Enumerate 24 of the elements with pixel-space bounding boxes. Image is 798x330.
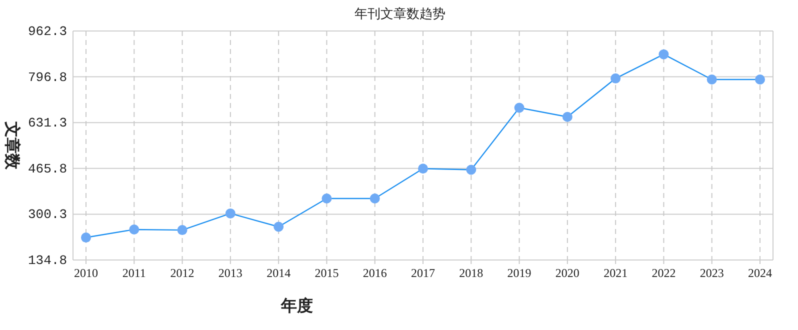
x-tick-label: 2013 (218, 266, 242, 280)
y-tick-label: 465.8 (28, 161, 67, 176)
x-tick-label: 2017 (411, 266, 435, 280)
x-tick-label: 2018 (459, 266, 484, 280)
x-axis-title: 年度 (280, 296, 313, 315)
y-tick-label: 134.8 (28, 253, 67, 268)
x-tick-label: 2024 (748, 266, 772, 280)
y-tick-label: 300.3 (28, 207, 67, 222)
y-tick-label: 796.8 (28, 70, 67, 85)
x-tick-label: 2016 (362, 266, 387, 280)
x-tick-label: 2020 (555, 266, 580, 280)
chart-title: 年刊文章数趋势 (354, 6, 446, 21)
x-tick-label: 2021 (604, 266, 628, 280)
x-tick-label: 2015 (314, 266, 339, 280)
x-tick-label: 2011 (122, 266, 146, 280)
y-tick-label: 631.3 (28, 116, 67, 131)
y-axis-title: 文章数 (3, 120, 21, 170)
x-tick-label: 2012 (170, 266, 194, 280)
x-tick-label: 2022 (652, 266, 676, 280)
x-tick-label: 2019 (507, 266, 532, 280)
y-tick-label: 962.3 (28, 24, 67, 39)
x-tick-label: 2023 (700, 266, 724, 280)
x-tick-label: 2010 (74, 266, 98, 280)
x-tick-label: 2014 (266, 266, 291, 280)
